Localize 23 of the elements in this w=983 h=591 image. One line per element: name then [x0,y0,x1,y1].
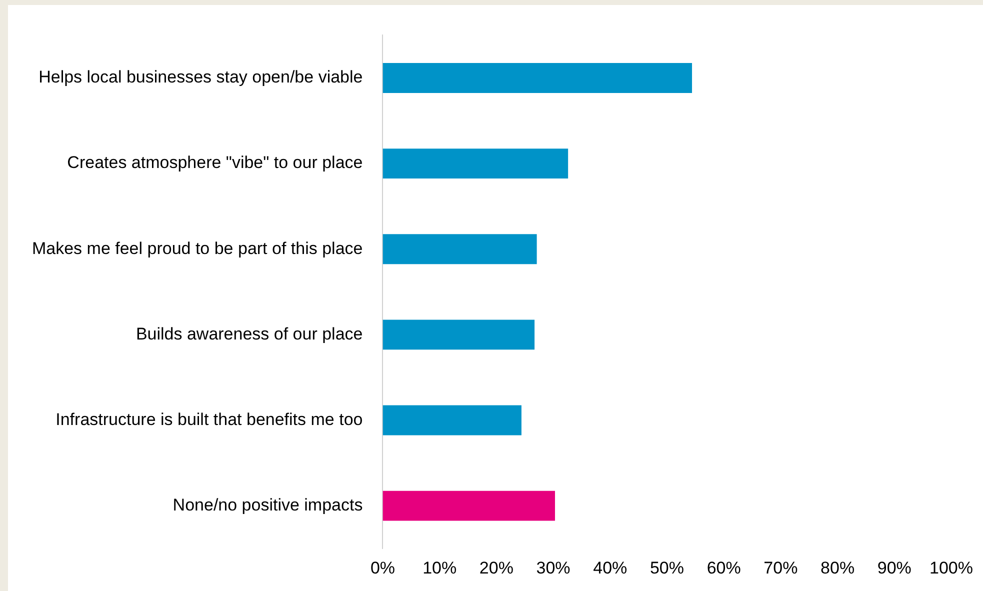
bar [382,63,692,93]
bar [382,405,522,436]
x-tick-label: 0% [370,558,396,578]
bar [382,234,537,264]
x-tick-label: 50% [650,558,684,578]
x-tick-label: 80% [820,558,855,578]
x-tick-label: 90% [877,558,912,578]
y-tick-label: None/no positive impacts [172,496,363,515]
y-tick-label: Creates atmosphere "vibe" to our place [67,153,363,172]
bar [382,148,568,179]
x-tick-label: 10% [422,558,457,578]
x-tick-label: 70% [764,558,798,578]
y-tick-label: Makes me feel proud to be part of this place [32,238,363,258]
y-tick-label: Infrastructure is built that benefits me too [56,410,363,429]
x-tick-label: 100% [930,558,973,578]
y-tick-label: Builds awareness of our place [136,324,363,344]
x-tick-label: 60% [706,558,741,578]
x-tick-label: 30% [536,558,570,578]
y-tick-label: Helps local businesses stay open/be viable [38,68,363,87]
x-tick-label: 40% [593,558,628,578]
x-tick-label: 20% [479,558,514,578]
bar [382,490,555,521]
bar [382,320,535,350]
